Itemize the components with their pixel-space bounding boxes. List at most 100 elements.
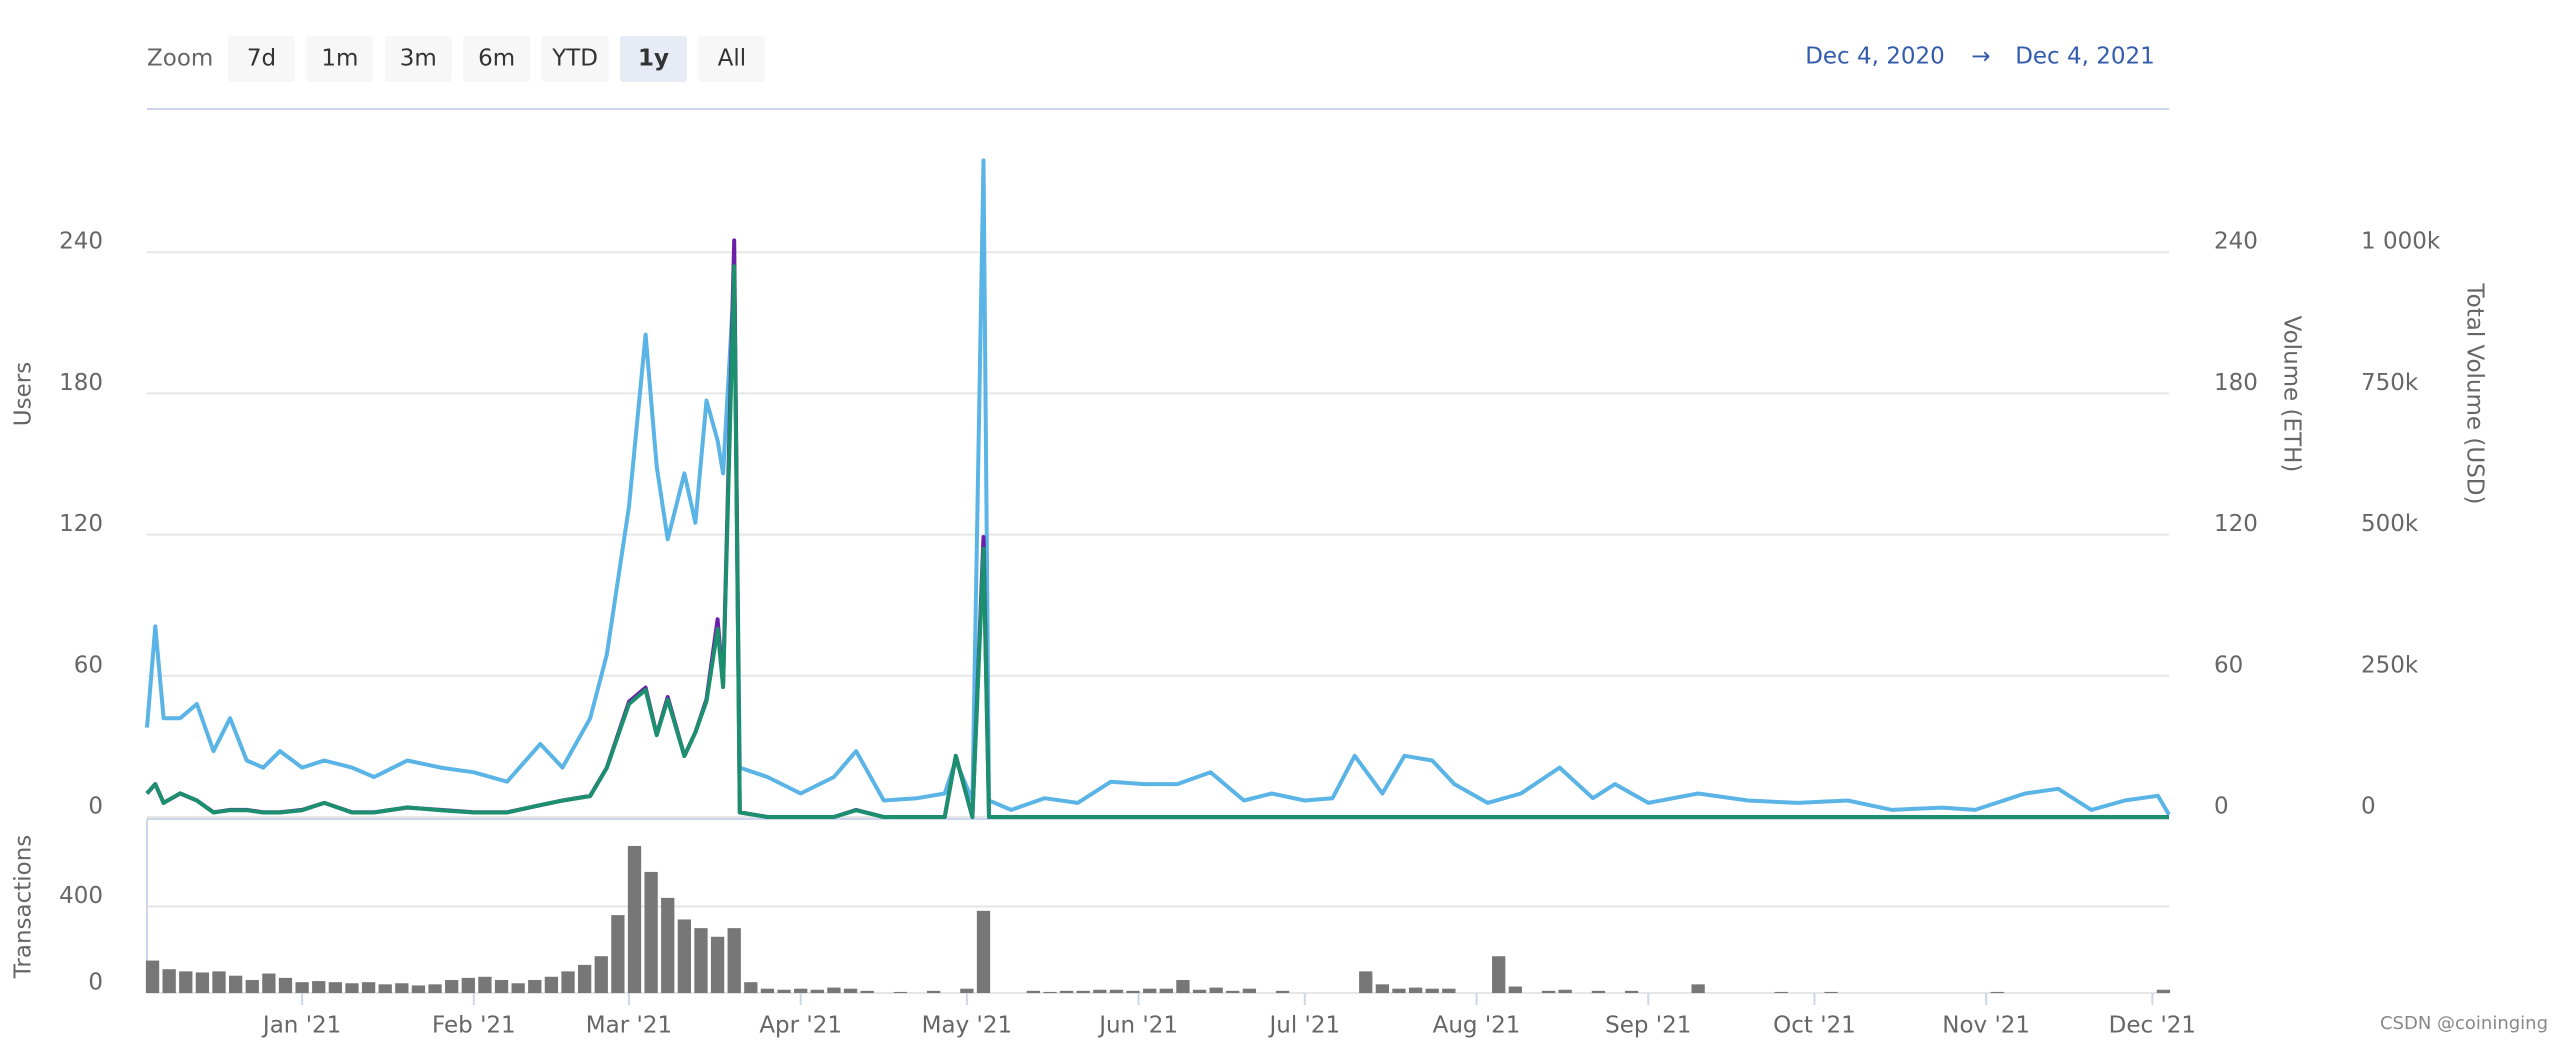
bar [760,988,775,993]
y3-tick-label: 500k [2361,511,2419,537]
zoom-button[interactable] [463,36,531,82]
bar [162,969,176,993]
bar [228,975,243,993]
bar [744,982,758,993]
x-tick-label: Jul '21 [1267,1013,1340,1039]
zoom-button-label[interactable]: All [718,46,747,72]
bar [395,983,409,993]
bar [1076,990,1090,993]
bar [1192,989,1207,993]
bar [594,956,608,993]
bar [378,984,392,993]
zoom-button-label[interactable]: 1y [638,46,669,72]
bar [445,980,459,993]
bar [644,871,658,993]
y3-tick-label: 1 000k [2361,229,2441,255]
bar [245,980,259,993]
zoom-button[interactable] [384,36,452,82]
bar [1375,984,1390,993]
bar [544,976,559,993]
x-tick-label: Sep '21 [1605,1013,1691,1039]
y2-tick-label: 60 [2214,652,2243,678]
bar [1093,989,1107,993]
bar [727,928,741,993]
y3-tick-label: 250k [2361,652,2419,678]
y3-axis-title: Total Volume (USD) [2462,283,2488,505]
bar [361,982,376,993]
zoom-button-label[interactable]: 6m [478,46,515,72]
bar [345,983,359,993]
bar [1226,990,1240,993]
range-to: Dec 4, 2021 [2015,44,2155,70]
bar [926,990,941,993]
series-line [145,158,2171,816]
bar [1558,989,1572,993]
bar [2156,989,2171,993]
bar [511,983,525,993]
x-tick-label: Nov '21 [1942,1013,2030,1039]
y3-tick-label: 750k [2361,370,2419,396]
zoom-button[interactable] [228,36,295,82]
bar [328,982,342,993]
x-tick-label: Aug '21 [1433,1013,1521,1039]
y-tick-label: 400 [59,883,103,909]
bar [677,919,692,993]
bar [1492,956,1506,993]
series-line [145,264,2169,819]
y-tick-label: 180 [59,370,103,396]
x-tick-label: Jan '21 [261,1013,341,1039]
bar [1392,988,1406,993]
bar [1508,986,1522,993]
y-tick-label: 0 [88,970,103,996]
watermark: CSDN @coininging [2380,1013,2548,1034]
y2-tick-label: 180 [2214,370,2258,396]
zoom-button-label[interactable]: YTD [551,46,598,72]
bar [794,988,808,993]
bar [1109,989,1124,993]
bar [577,964,592,993]
zoom-button[interactable] [541,36,609,82]
zoom-button[interactable] [698,36,766,82]
bar [810,989,824,993]
bar [1442,988,1456,993]
bar [1990,991,2004,993]
bar [960,988,974,993]
bar [827,987,841,993]
zoom-button[interactable] [306,36,374,82]
y2-axis-title: Volume (ETH) [2279,316,2305,473]
zoom-button-label[interactable]: 3m [400,46,437,72]
bar [478,976,492,993]
range-arrow: → [1971,44,1990,70]
bar [1026,990,1041,993]
zoom-button-label[interactable]: 7d [247,46,276,72]
x-tick-label: Jun '21 [1097,1013,1178,1039]
zoom-button-label[interactable]: 1m [321,46,358,72]
bar [312,981,326,993]
bar [1691,984,1705,993]
range-from: Dec 4, 2020 [1805,44,1945,70]
bar [1242,988,1257,993]
bar [1159,988,1173,993]
zoom-button[interactable] [620,36,687,82]
bar [611,915,625,993]
bar [411,985,426,993]
y-tick-label: 0 [88,794,103,820]
series-line [145,238,2169,819]
bar [262,973,276,993]
bar [494,980,509,993]
y-axis-title: Users [11,362,37,426]
bar [694,928,708,993]
y-axis-title: Transactions [11,835,37,980]
bar [1774,991,1788,993]
x-tick-label: Dec '21 [2109,1013,2196,1039]
bar [1591,990,1606,993]
bar [179,971,193,993]
y2-tick-label: 240 [2214,229,2258,255]
bar [710,936,725,993]
x-tick-label: Oct '21 [1773,1013,1856,1039]
y-tick-label: 120 [59,511,103,537]
y2-tick-label: 0 [2214,794,2229,820]
bar [278,977,293,993]
bar [627,845,642,993]
